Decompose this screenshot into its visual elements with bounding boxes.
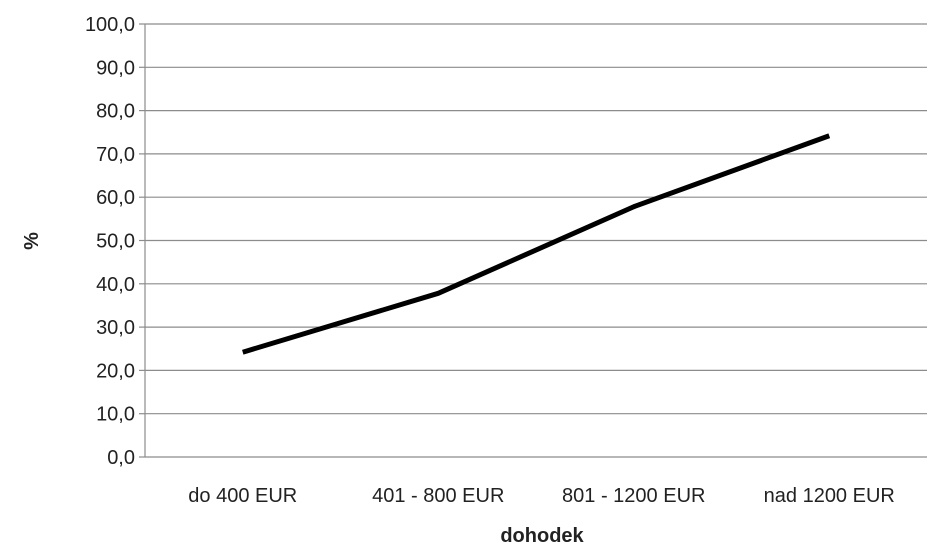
y-tick-labels: 0,0 10,0 20,0 30,0 40,0 50,0 60,0 70,0 80,0 90,0 1… xyxy=(85,14,135,469)
x-tick-label: 401 - 800 EUR xyxy=(372,485,504,507)
x-tick-label: nad 1200 EUR xyxy=(764,485,895,507)
y-tick-label: 20,0 xyxy=(96,360,135,382)
y-tick-label: 30,0 xyxy=(96,317,135,339)
gridlines xyxy=(145,23,927,415)
axes xyxy=(139,23,927,458)
y-tick-label: 100,0 xyxy=(85,14,135,36)
x-tick-label: do 400 EUR xyxy=(188,485,297,507)
y-tick-label: 90,0 xyxy=(96,57,135,79)
series-lines xyxy=(242,133,831,355)
y-tick-label: 0,0 xyxy=(107,447,135,469)
y-tick-label: 40,0 xyxy=(96,274,135,296)
y-tick-label: 70,0 xyxy=(96,144,135,166)
y-tick-label: 60,0 xyxy=(96,187,135,209)
y-tick-label: 50,0 xyxy=(96,231,135,253)
y-tick-label: 10,0 xyxy=(96,404,135,426)
x-tick-labels: do 400 EUR 401 - 800 EUR 801 - 1200 EUR nad… xyxy=(188,485,895,507)
y-tick-label: 80,0 xyxy=(96,101,135,123)
y-axis-title: % xyxy=(21,232,43,250)
x-tick-label: 801 - 1200 EUR xyxy=(562,485,705,507)
x-axis-title: dohodek xyxy=(500,525,584,546)
series-line xyxy=(242,133,831,355)
